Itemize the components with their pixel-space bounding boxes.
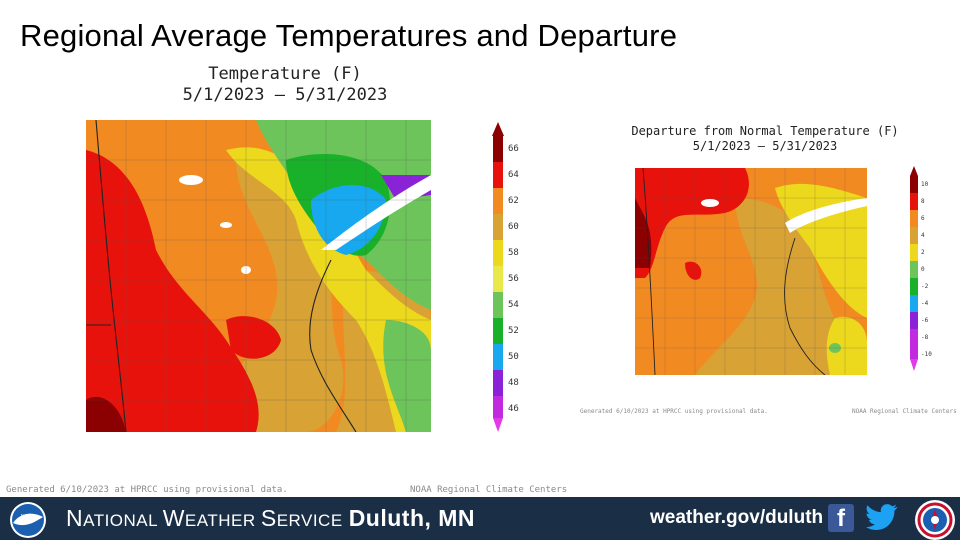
footer-bar: NATIONAL WEATHER SERVICE Duluth, MN weath… [0, 497, 960, 540]
nws-logo [915, 500, 955, 540]
legend-tick: 66 [508, 144, 519, 154]
nws-office-name: NATIONAL WEATHER SERVICE Duluth, MN [66, 505, 476, 531]
departure-legend: 10 8 6 4 2 0 -2 -4 -6 -8 -10 [910, 166, 932, 371]
temperature-legend: 66 64 62 60 58 56 54 52 50 48 46 [492, 122, 519, 432]
facebook-icon[interactable]: f [828, 504, 854, 532]
legend-tick: -8 [921, 334, 929, 341]
temperature-map [86, 120, 431, 432]
website-link[interactable]: weather.gov/duluth [650, 507, 824, 528]
legend-tick: 58 [508, 248, 519, 258]
legend-tick: 6 [921, 215, 925, 222]
left-map-period: 5/1/2023 – 5/31/2023 [182, 85, 388, 106]
left-footnote-generated: Generated 6/10/2023 at HPRCC using provi… [6, 485, 288, 495]
legend-tick: -10 [921, 351, 932, 358]
legend-tick: 54 [508, 300, 519, 310]
legend-tick: 56 [508, 274, 519, 284]
legend-tick: 46 [508, 404, 519, 414]
slide-title: Regional Average Temperatures and Depart… [20, 18, 678, 53]
legend-tick: 60 [508, 222, 519, 232]
legend-tick: 10 [921, 181, 929, 188]
right-map-period: 5/1/2023 – 5/31/2023 [692, 139, 838, 153]
legend-tick: -2 [921, 283, 929, 290]
right-map-title: Departure from Normal Temperature (F) 5/… [620, 124, 910, 154]
legend-tick: 62 [508, 196, 519, 206]
legend-tick: 4 [921, 232, 925, 239]
legend-tick: 52 [508, 326, 519, 336]
right-footnote-generated: Generated 6/10/2023 at HPRCC using provi… [580, 408, 768, 415]
left-footnote-source: NOAA Regional Climate Centers [410, 485, 568, 495]
legend-tick: 0 [921, 266, 925, 273]
departure-map [635, 168, 867, 375]
legend-tick: 64 [508, 170, 519, 180]
left-map-title: Temperature (F) 5/1/2023 – 5/31/2023 [150, 64, 420, 107]
legend-tick: 8 [921, 198, 925, 205]
legend-tick: -4 [921, 300, 929, 307]
right-footnote-source: NOAA Regional Climate Centers [852, 408, 957, 415]
right-map-title-text: Departure from Normal Temperature (F) [631, 124, 899, 138]
noaa-logo-text: NOAA [21, 514, 36, 520]
twitter-icon[interactable] [866, 503, 898, 531]
legend-tick: 50 [508, 352, 519, 362]
legend-tick: 48 [508, 378, 519, 388]
legend-tick: -6 [921, 317, 929, 324]
legend-tick: 2 [921, 249, 925, 256]
noaa-logo: NOAA [10, 502, 46, 538]
left-map-title-text: Temperature (F) [208, 64, 362, 84]
office-location: Duluth, MN [348, 505, 476, 531]
